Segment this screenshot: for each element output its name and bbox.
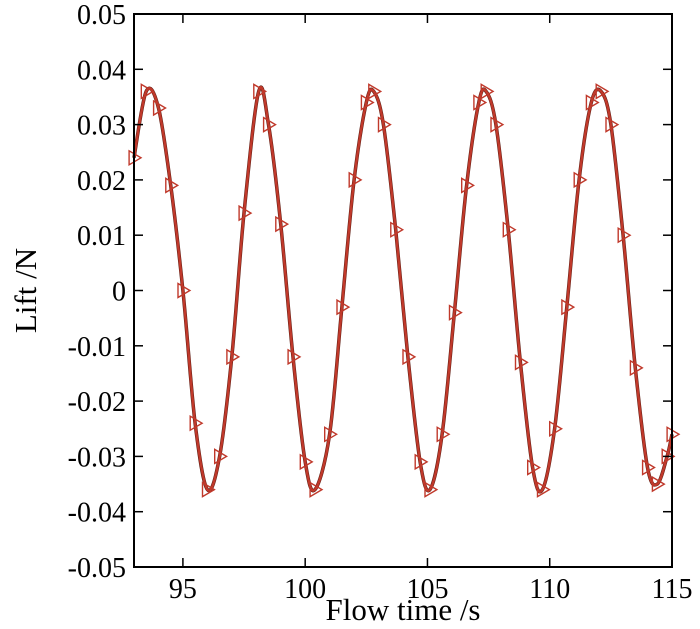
data-point-marker [177, 282, 192, 299]
data-point-marker [238, 204, 253, 222]
series-line [132, 86, 674, 494]
series-line-shadow [132, 85, 674, 494]
data-point-marker [651, 475, 666, 493]
data-point-marker [287, 348, 302, 366]
series-layer [128, 83, 681, 498]
y-tick-label: 0.02 [77, 166, 126, 197]
data-point-marker [641, 459, 656, 476]
data-point-marker [573, 171, 588, 189]
data-point-marker [377, 116, 392, 133]
data-point-marker [514, 354, 529, 371]
data-point-marker [448, 304, 463, 321]
data-point-marker [527, 459, 541, 476]
data-point-marker [336, 298, 351, 316]
data-point-marker [549, 420, 563, 438]
data-point-marker [585, 94, 600, 111]
y-tick-label: 0.01 [77, 221, 126, 252]
data-point-marker [275, 215, 290, 233]
data-point-marker [348, 171, 363, 189]
data-point-marker [253, 83, 268, 100]
data-point-marker [360, 94, 375, 111]
data-point-marker [140, 83, 155, 100]
x-tick-label: 95 [169, 574, 197, 605]
data-point-marker [661, 448, 676, 465]
data-point-marker [262, 116, 277, 133]
data-point-marker [617, 226, 632, 244]
ticks-layer: 95 100 105 110 115 0.05 0.04 0.03 0.02 0.01 0 -0.01… [68, 0, 693, 605]
data-point-marker [226, 348, 241, 366]
data-point-marker [128, 149, 143, 167]
y-tick-label: -0.04 [68, 498, 126, 529]
data-point-marker [214, 448, 228, 465]
x-axis-label: Flow time /s [325, 592, 480, 627]
data-point-marker [152, 99, 167, 117]
data-point-marker [561, 298, 576, 316]
data-point-marker [299, 453, 314, 471]
y-axis-label: Lift /N [8, 248, 43, 333]
data-point-marker [390, 221, 405, 238]
data-point-marker [595, 83, 610, 100]
data-point-marker [368, 83, 383, 100]
data-point-marker [473, 94, 488, 111]
data-point-marker [502, 221, 517, 238]
data-point-marker [480, 83, 495, 100]
data-point-marker [629, 359, 644, 377]
x-tick-label: 115 [652, 574, 693, 605]
y-tick-label: -0.02 [68, 387, 126, 418]
data-point-marker [165, 177, 180, 194]
y-tick-label: 0.05 [77, 0, 126, 31]
data-point-marker [605, 116, 620, 133]
data-point-marker [424, 481, 439, 498]
y-tick-label: 0 [112, 277, 126, 308]
x-tick-label: 105 [406, 574, 448, 605]
x-tick-label: 100 [284, 574, 326, 605]
y-tick-label: 0.04 [77, 55, 126, 86]
y-tick-label: 0.03 [77, 111, 126, 142]
data-point-marker [666, 426, 681, 443]
y-tick-label: -0.03 [68, 442, 126, 473]
y-tick-label: -0.05 [68, 553, 126, 584]
data-point-marker [189, 414, 204, 432]
data-point-marker [461, 177, 475, 194]
y-tick-label: -0.01 [68, 332, 126, 363]
data-point-marker [414, 453, 429, 471]
data-point-marker [490, 116, 505, 133]
data-point-marker [309, 481, 324, 498]
data-point-marker [201, 481, 216, 498]
data-point-marker [324, 426, 338, 443]
data-point-marker [402, 348, 417, 366]
data-point-marker [436, 426, 451, 443]
data-point-marker [536, 481, 551, 498]
x-tick-label: 110 [529, 574, 570, 605]
